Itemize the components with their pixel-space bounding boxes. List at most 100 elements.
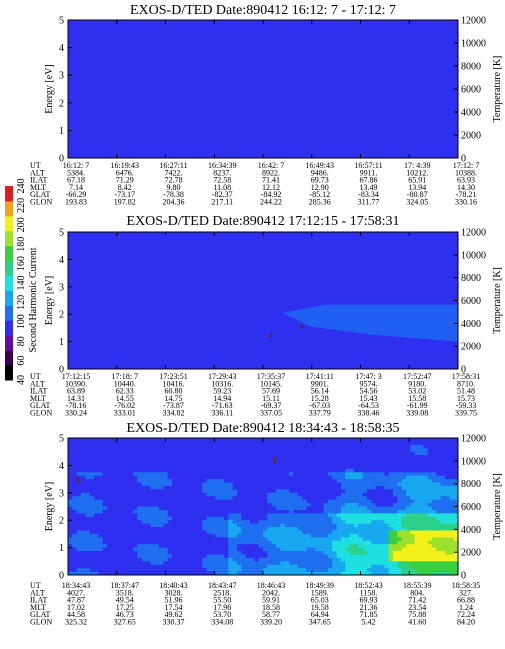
heatmap-cell — [436, 472, 442, 477]
heatmap-cell — [254, 496, 260, 501]
heatmap-cell — [254, 503, 260, 507]
heatmap-cell — [159, 465, 164, 470]
heatmap-cell — [380, 455, 385, 459]
heatmap-cell — [445, 523, 450, 528]
heatmap-cell — [228, 520, 234, 525]
heatmap-cell — [81, 520, 86, 525]
heatmap-cell — [120, 568, 125, 572]
heatmap-cell — [107, 492, 112, 497]
heatmap-cell — [393, 527, 398, 531]
plot-area — [68, 20, 458, 158]
heatmap-cell — [198, 492, 203, 497]
heatmap-cell — [362, 520, 368, 525]
heatmap-cell — [406, 485, 411, 490]
heatmap-cell — [254, 472, 260, 477]
heatmap-cell — [310, 561, 316, 566]
heatmap-cell — [68, 513, 73, 518]
heatmap-cell — [137, 458, 143, 463]
row-value: 8710. — [457, 379, 475, 388]
heatmap-cell — [250, 489, 255, 494]
heatmap-cell — [163, 516, 169, 521]
heatmap-cell — [128, 520, 134, 525]
heatmap-cell — [280, 513, 286, 518]
heatmap-cell — [280, 492, 286, 497]
heatmap-cell — [89, 571, 95, 576]
heatmap-cell — [358, 540, 364, 545]
heatmap-cell — [72, 520, 78, 525]
heatmap-cell — [89, 441, 95, 446]
heatmap-cell — [167, 455, 173, 459]
heatmap-cell — [224, 441, 229, 446]
heatmap-cell — [328, 455, 333, 459]
heatmap-cell — [72, 551, 78, 555]
heatmap-cell — [388, 551, 394, 555]
heatmap-cell — [137, 461, 143, 466]
heatmap-cell — [354, 540, 359, 545]
row-value: 17:41:11 — [306, 372, 334, 381]
heatmap-cell — [427, 540, 433, 545]
heatmap-cell — [393, 496, 398, 501]
heatmap-cell — [150, 527, 156, 531]
heatmap-cell — [228, 544, 234, 548]
heatmap-cell — [449, 438, 455, 442]
heatmap-cell — [237, 527, 242, 531]
heatmap-cell — [371, 465, 377, 470]
heatmap-cell — [453, 554, 459, 559]
heatmap-cell — [211, 530, 216, 535]
heatmap-cell — [263, 513, 268, 518]
heatmap-cell — [167, 472, 173, 477]
heatmap-cell — [336, 485, 342, 490]
heatmap-cell — [427, 506, 433, 511]
heatmap-cell — [289, 451, 294, 456]
heatmap-cell — [436, 455, 442, 459]
heatmap-cell — [406, 520, 411, 525]
heatmap-cell — [128, 503, 134, 507]
heatmap-cell — [401, 540, 407, 545]
heatmap-cell — [284, 527, 290, 531]
heatmap-cell — [315, 438, 320, 442]
heatmap-cell — [397, 506, 403, 511]
heatmap-cell — [388, 571, 394, 576]
heatmap-cell — [414, 557, 420, 562]
colorbar-segment — [5, 215, 13, 232]
heatmap-cell — [154, 499, 160, 504]
heatmap-cell — [254, 499, 260, 504]
heatmap-cell — [146, 468, 151, 473]
heatmap-cell — [393, 485, 398, 490]
heatmap-cell — [362, 475, 368, 480]
heatmap-cell — [310, 564, 316, 569]
heatmap-cell — [176, 554, 182, 559]
heatmap-cell — [310, 479, 316, 483]
heatmap-cell — [219, 448, 225, 453]
heatmap-cell — [141, 520, 147, 525]
heatmap-cell — [440, 479, 446, 483]
heatmap-cell — [427, 451, 433, 456]
heatmap-cell — [419, 516, 424, 521]
heatmap-cell — [258, 554, 264, 559]
heatmap-cell — [419, 485, 424, 490]
heatmap-cell — [349, 444, 355, 449]
heatmap-cell — [232, 468, 238, 473]
heatmap-cell — [146, 509, 151, 514]
heatmap-cell — [228, 547, 234, 552]
heatmap-cell — [436, 571, 442, 576]
heatmap-cell — [76, 444, 82, 449]
heatmap-cell — [393, 492, 398, 497]
heatmap-cell — [185, 544, 190, 548]
heatmap-cell — [172, 557, 177, 562]
heatmap-cell — [150, 506, 156, 511]
row-value: 10316. — [211, 379, 233, 388]
heatmap-cell — [380, 561, 385, 566]
heatmap-cell — [276, 520, 281, 525]
heatmap-cell — [180, 448, 186, 453]
heatmap-cell — [76, 509, 82, 514]
heatmap-cell — [280, 520, 286, 525]
heatmap-cell — [76, 571, 82, 576]
heatmap-cell — [319, 496, 325, 501]
heatmap-cell — [202, 499, 208, 504]
heatmap-cell — [349, 544, 355, 548]
row-label: ILAT — [30, 387, 47, 396]
heatmap-cell — [258, 547, 264, 552]
heatmap-cell — [189, 544, 195, 548]
heatmap-cell — [107, 503, 112, 507]
